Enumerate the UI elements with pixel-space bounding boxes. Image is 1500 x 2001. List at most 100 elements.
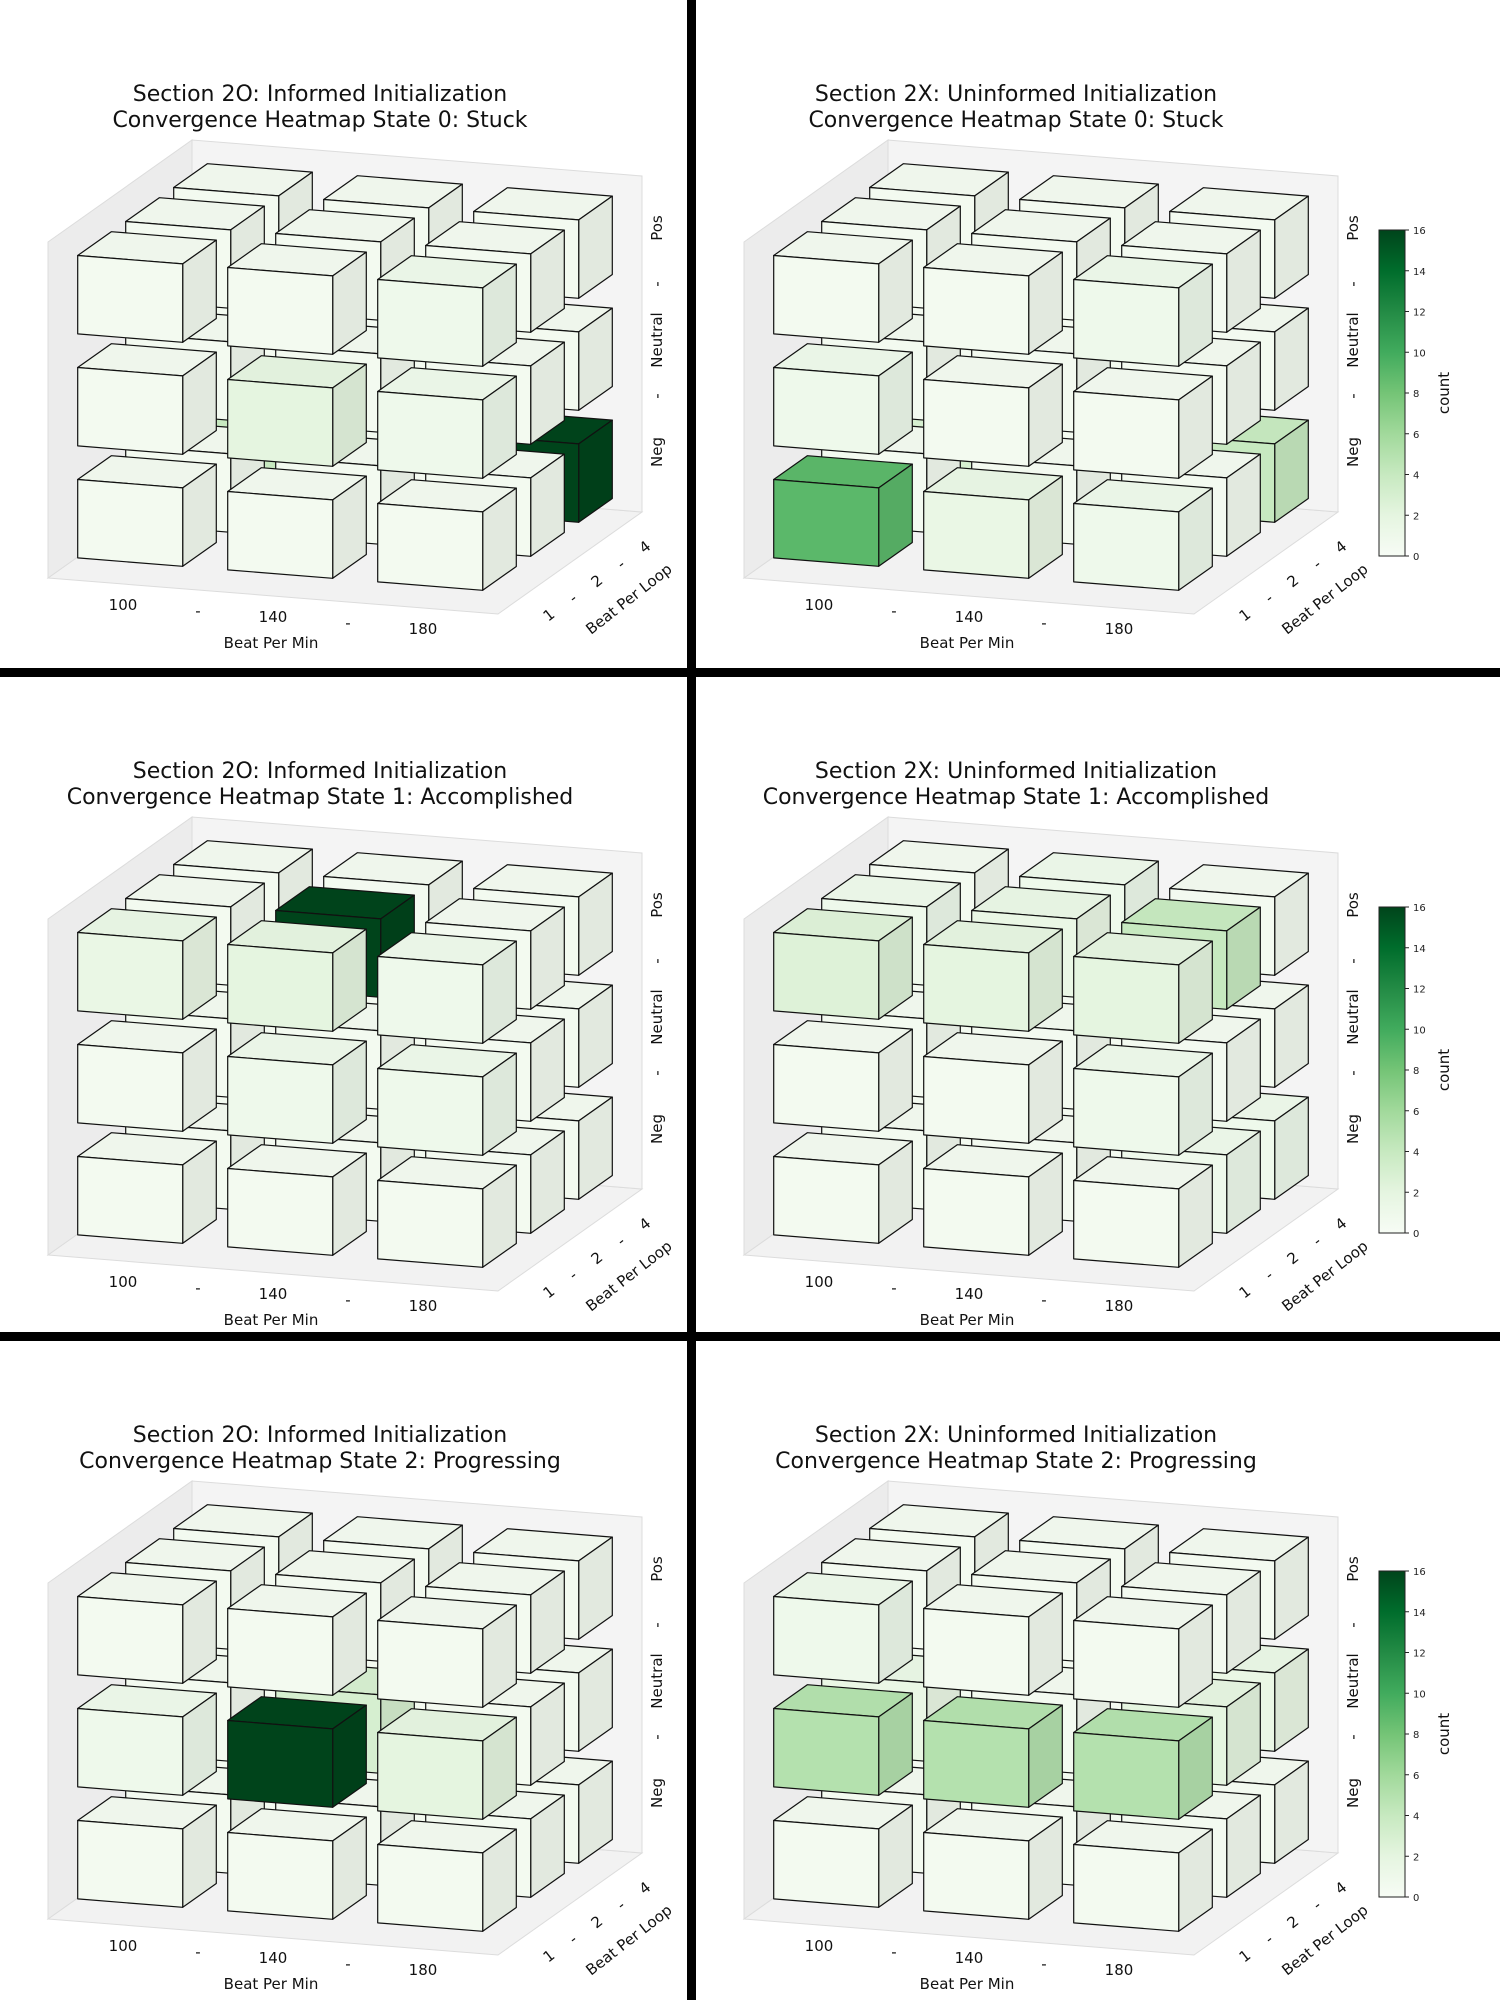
chart-title: Section 2X: Uninformed Initialization Co… [696,82,1336,134]
y-tick-label: 4 [1332,537,1351,557]
colorbar-tick-label: 16 [1413,226,1426,237]
y-tick-label: 1 [540,605,559,625]
vertical-divider [687,0,696,2000]
colorbar-tick-label: 0 [1413,552,1419,563]
colorbar-tick-label: 10 [1413,1689,1426,1700]
voxel-100-1-pos [773,908,913,1020]
colorbar-label: count [1435,1049,1453,1091]
y-tick-label: - [1309,555,1324,573]
y-tick-label: 4 [636,1214,655,1234]
y-tick-label: 2 [588,1912,607,1932]
colorbar-tick-label: 0 [1413,1229,1419,1240]
x-tick-label: 140 [955,1285,984,1303]
colorbar-tick-label: 4 [1413,1812,1419,1823]
chart-title-line-1: Section 2O: Informed Initialization [132,1423,508,1448]
z-tick-label: Pos [648,892,666,918]
colorbar-tick-label: 8 [1413,1066,1419,1077]
voxel-180-1-pos [377,932,517,1044]
x-tick-label: - [891,1279,896,1297]
voxel-180-1-neg [1073,479,1213,591]
voxel-140-1-neutral [227,1032,367,1144]
z-tick-label: - [1344,281,1362,286]
z-tick-label: - [1344,1622,1362,1627]
x-tick-label: 100 [805,1937,834,1955]
z-tick-label: Pos [1344,892,1362,918]
colorbar-tick-label: 0 [1413,1893,1419,1904]
panel-uninformed-progressing: Section 2X: Uninformed Initialization Co… [696,1341,1500,2001]
z-tick-label: Neutral [648,312,666,367]
z-tick-label: - [1344,958,1362,963]
voxel-100-1-pos [773,231,913,343]
voxel-140-1-pos [227,920,367,1032]
x-tick-label: 140 [259,1949,288,1967]
x-tick-label: 100 [805,596,834,614]
y-tick-label: - [1309,1232,1324,1250]
x-tick-label: - [345,614,350,632]
y-tick-label: 1 [540,1946,559,1966]
y-axis-label: Beat Per Loop [582,560,675,638]
z-tick-label: Neg [1344,1114,1362,1144]
colorbar-tick-label: 14 [1413,267,1426,278]
colorbar-tick-label: 16 [1413,903,1426,914]
y-tick-label: 2 [588,1248,607,1268]
chart-title-line-2: Convergence Heatmap State 2: Progressing [79,1449,561,1474]
z-tick-label: Neutral [648,1653,666,1708]
colorbar-tick-label: 2 [1413,1188,1419,1199]
y-tick-label: - [565,1266,580,1284]
x-tick-label: - [891,1943,896,1961]
y-tick-label: - [565,1930,580,1948]
chart-title-line-1: Section 2X: Uninformed Initialization [814,759,1218,784]
z-tick-label: - [648,1070,666,1075]
voxel-100-1-pos [77,908,217,1020]
voxel-180-1-pos [1073,1596,1213,1708]
z-tick-label: - [1344,1070,1362,1075]
x-axis-label: Beat Per Min [920,634,1015,652]
chart-title: Section 2O: Informed Initialization Conv… [0,759,640,811]
x-tick-label: - [345,1955,350,1973]
voxel-140-1-neg [227,1808,367,1920]
colorbar-tick-label: 10 [1413,348,1426,359]
y-tick-label: - [613,555,628,573]
voxel-140-1-neutral [923,355,1063,467]
x-tick-label: 100 [109,1937,138,1955]
colorbar-gradient [1378,1570,1406,1898]
x-tick-label: 100 [805,1273,834,1291]
voxel-100-1-neutral [773,1020,913,1132]
chart-title: Section 2X: Uninformed Initialization Co… [696,759,1336,811]
y-axis-label: Beat Per Loop [1278,1237,1371,1315]
colorbar-tick-label: 8 [1413,389,1419,400]
voxel-100-1-pos [773,1572,913,1684]
y-tick-label: 2 [588,571,607,591]
colorbar-tick-label: 2 [1413,511,1419,522]
panel-informed-accomplished: Section 2O: Informed Initialization Conv… [0,677,687,1337]
voxel-180-1-neutral [377,367,517,479]
chart-title-line-1: Section 2O: Informed Initialization [132,759,508,784]
panel-informed-progressing: Section 2O: Informed Initialization Conv… [0,1341,687,2001]
z-tick-label: Pos [648,215,666,241]
chart-title: Section 2O: Informed Initialization Conv… [0,1423,640,1475]
voxel-140-1-neutral [923,1696,1063,1808]
voxel-180-1-neutral [377,1044,517,1156]
voxel-140-1-neg [923,467,1063,579]
voxel-140-1-neutral [227,1696,367,1808]
y-axis-label: Beat Per Loop [582,1901,675,1979]
y-tick-label: 4 [636,537,655,557]
chart-title-line-2: Convergence Heatmap State 1: Accomplishe… [762,785,1270,810]
colorbar: 0 2 4 6 8 10 12 14 16 count [1378,1567,1453,1904]
y-tick-label: - [613,1896,628,1914]
y-tick-label: - [1261,589,1276,607]
chart-title-line-2: Convergence Heatmap State 0: Stuck [112,108,528,133]
colorbar-tick-label: 6 [1413,430,1419,441]
colorbar-label: count [1435,372,1453,414]
x-axis-label: Beat Per Min [224,634,319,652]
y-tick-label: - [565,589,580,607]
voxel-140-1-neg [227,467,367,579]
y-tick-label: - [613,1232,628,1250]
x-axis-label: Beat Per Min [224,1311,319,1329]
y-axis-label: Beat Per Loop [1278,560,1371,638]
z-tick-label: - [648,281,666,286]
voxel-100-1-pos [77,1572,217,1684]
x-tick-label: 140 [955,608,984,626]
y-axis-label: Beat Per Loop [582,1237,675,1315]
